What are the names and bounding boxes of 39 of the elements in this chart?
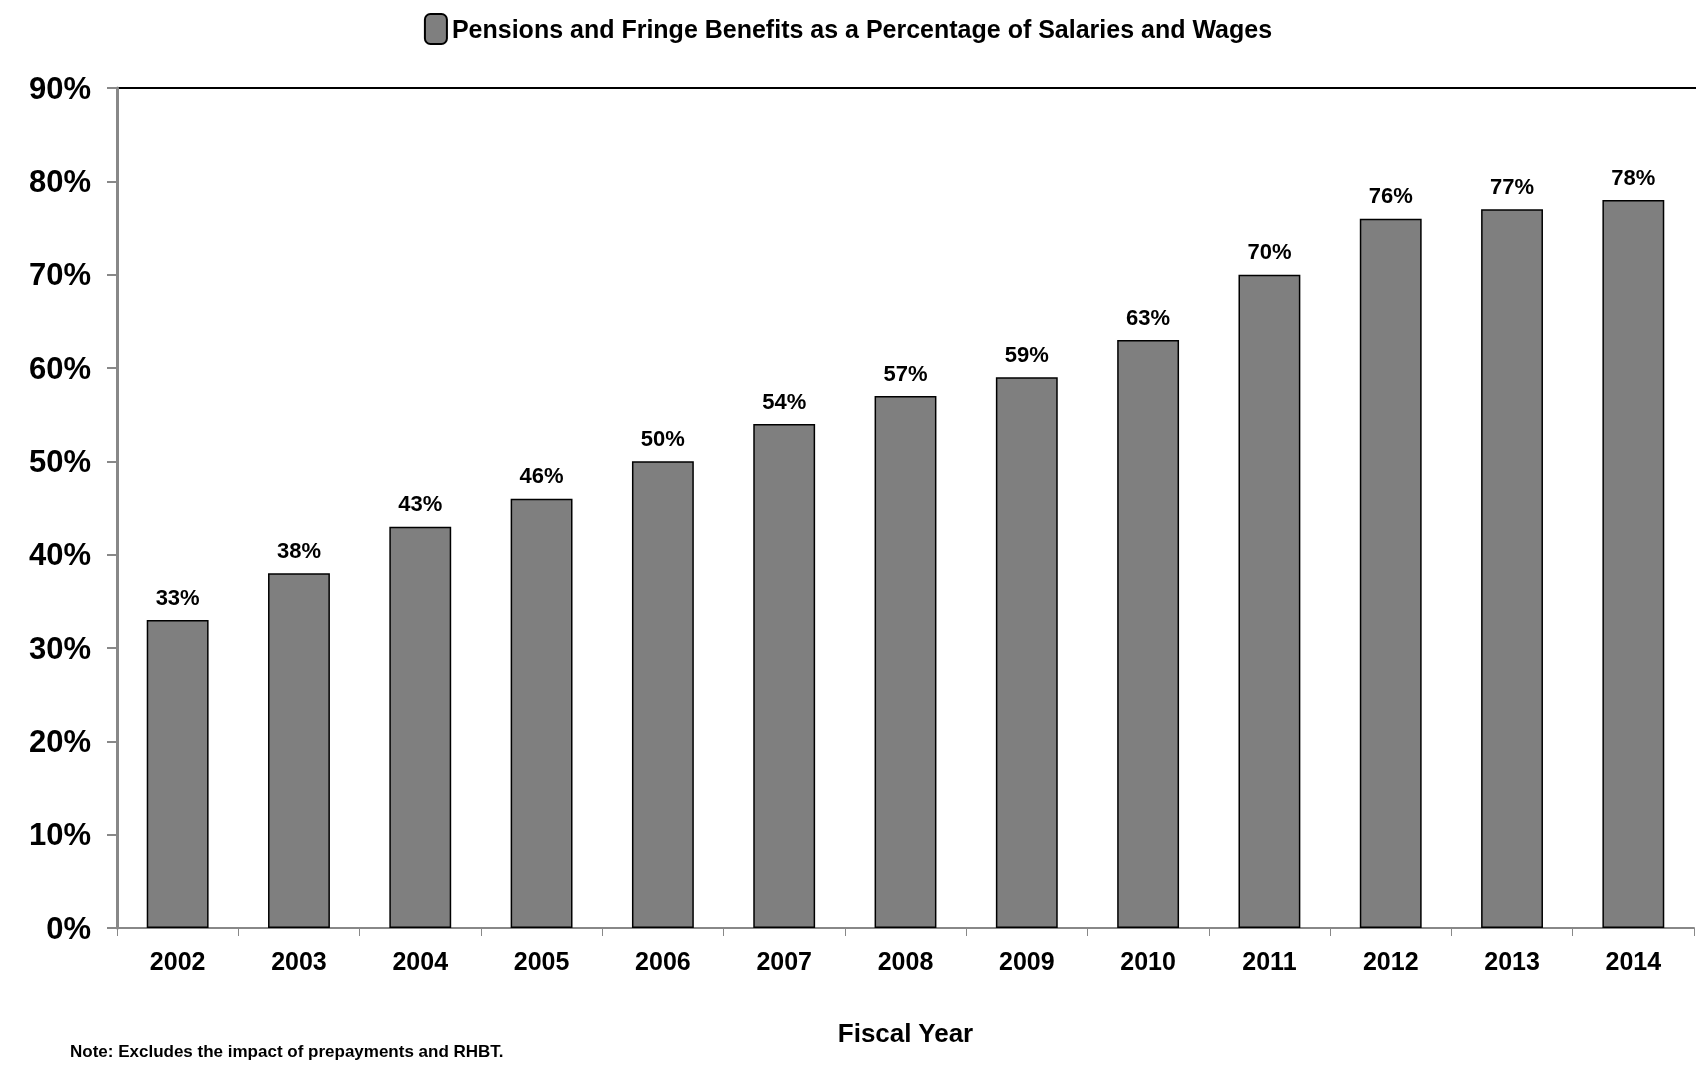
x-tick-label: 2004 [392, 946, 449, 975]
data-label: 59% [1004, 341, 1049, 367]
y-tick-label: 20% [28, 723, 91, 759]
y-tick-label: 10% [28, 817, 91, 853]
data-label: 77% [1490, 173, 1535, 199]
x-tick-label: 2005 [513, 946, 570, 975]
y-tick-label: 80% [28, 163, 91, 199]
x-tick-label: 2008 [877, 946, 934, 975]
text: Note: Excludes the impact of prepayments and RHBT. [70, 1042, 504, 1061]
x-tick-label: 2014 [1605, 946, 1662, 975]
x-tick-label: 2010 [1120, 946, 1176, 975]
data-label: 63% [1126, 304, 1171, 330]
y-tick-label: 30% [28, 630, 91, 666]
data-label: 46% [519, 463, 564, 489]
y-tick-label: 90% [28, 70, 91, 106]
x-tick-label: 2002 [149, 946, 206, 975]
y-tick-label: 40% [28, 537, 91, 573]
y-tick-label: 0% [46, 910, 91, 946]
x-tick-label: 2003 [271, 946, 327, 975]
y-tick-label: 50% [28, 443, 91, 479]
x-tick-label: 2013 [1484, 946, 1540, 975]
x-axis-title: Fiscal Year [837, 1018, 974, 1048]
data-label: 57% [883, 360, 928, 386]
x-tick-label: 2007 [756, 946, 812, 975]
x-tick-label: 2009 [999, 946, 1055, 975]
data-label: 78% [1611, 164, 1656, 190]
data-label: 76% [1368, 183, 1413, 209]
y-tick-label: 70% [28, 257, 91, 293]
legend-label: Pensions and Fringe Benefits as a Percentage of Salaries and Wages [451, 15, 1273, 43]
data-label: 33% [155, 584, 200, 610]
data-label: 54% [762, 388, 807, 414]
data-label: 38% [276, 537, 321, 563]
x-tick-label: 2006 [635, 946, 691, 975]
x-tick-label: 2012 [1362, 946, 1419, 975]
data-label: 70% [1247, 239, 1292, 265]
data-label: 43% [398, 491, 443, 517]
x-tick-label: 2011 [1242, 946, 1297, 975]
data-label: 50% [640, 425, 685, 451]
y-tick-label: 60% [28, 350, 91, 386]
